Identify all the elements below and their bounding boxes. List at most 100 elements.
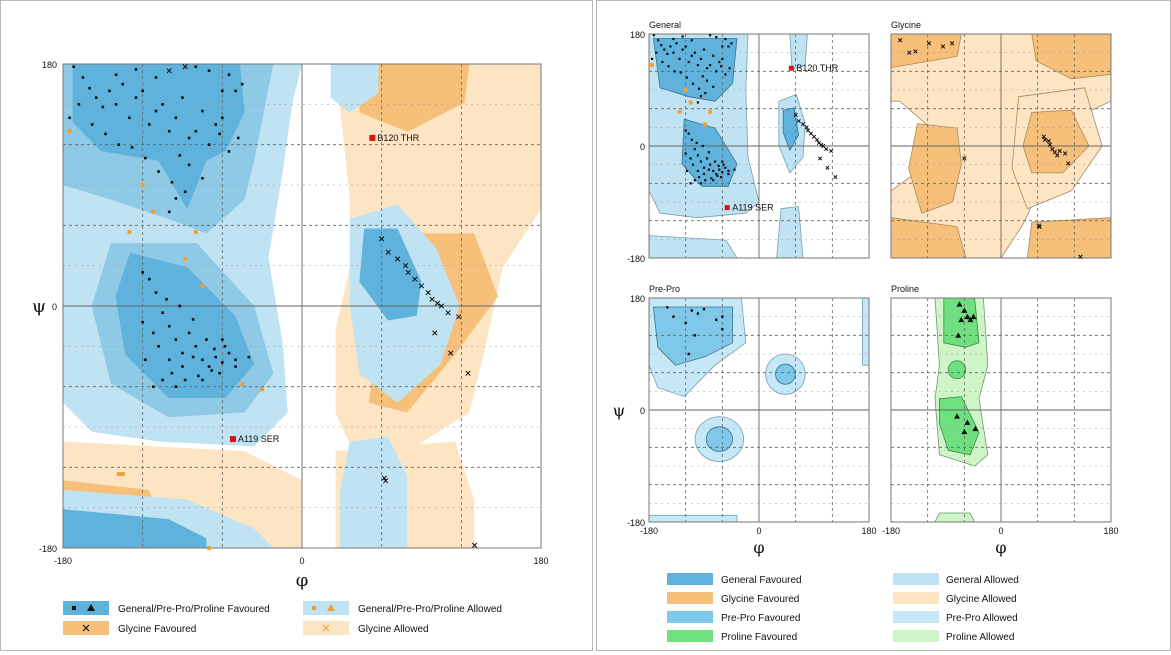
data-point-general — [223, 345, 227, 348]
data-point-allowed — [207, 546, 212, 550]
data-point-general — [721, 45, 724, 48]
data-point-general — [183, 378, 187, 382]
data-point-general — [715, 70, 718, 73]
data-point-allowed — [260, 387, 265, 392]
data-point-glycine — [166, 68, 172, 74]
general-favoured-region-bottom — [63, 509, 207, 548]
data-point-general — [154, 76, 158, 79]
data-point-general — [721, 57, 724, 60]
data-point-proline — [961, 307, 968, 313]
data-point-general — [218, 132, 221, 136]
data-point-general — [221, 116, 224, 120]
data-point-general — [181, 351, 184, 355]
data-point-general — [696, 312, 700, 315]
data-point-general — [702, 48, 706, 51]
data-point-general — [141, 89, 144, 93]
x-tick-label: 0 — [299, 556, 304, 566]
y-axis-label: ψ — [32, 296, 46, 317]
prepro-subplot-title: Pre-Pro — [649, 284, 680, 294]
data-point-general — [213, 347, 216, 351]
data-point-general — [698, 87, 701, 90]
data-point-proline — [964, 313, 971, 320]
data-point-general — [72, 65, 75, 68]
data-point-general — [718, 168, 721, 171]
data-point-general — [660, 44, 663, 47]
data-point-general — [727, 172, 730, 176]
legend-swatch-favoured — [667, 630, 713, 642]
data-point-general — [234, 365, 237, 368]
data-point-general — [695, 141, 698, 144]
data-point-general — [707, 168, 710, 171]
data-point-glycine — [1037, 224, 1042, 230]
data-point-allowed — [650, 63, 655, 68]
data-point-allowed — [683, 88, 688, 92]
data-point-general — [696, 101, 699, 104]
prepro-subplot-group — [648, 297, 870, 523]
outlier-marker — [369, 134, 376, 141]
data-point-glycine — [829, 148, 834, 154]
data-point-allowed — [240, 381, 245, 386]
data-point-general — [187, 136, 191, 140]
data-point-proline — [958, 316, 965, 323]
legend-swatch-favoured — [667, 573, 713, 585]
data-point-general — [194, 345, 198, 348]
data-point-allowed — [127, 230, 132, 235]
data-point-general — [691, 82, 695, 85]
data-point-general — [721, 327, 724, 331]
data-point-general — [730, 42, 733, 45]
data-point-glycine — [1042, 137, 1048, 142]
y-tick-label: 0 — [52, 302, 57, 312]
data-point-general — [712, 179, 715, 182]
data-point-general — [672, 37, 675, 41]
data-point-glycine — [432, 330, 438, 336]
data-point-general — [191, 355, 195, 359]
data-point-allowed — [703, 122, 708, 127]
data-point-general — [210, 369, 214, 372]
data-point-general — [174, 385, 178, 388]
legend-swatch-favoured — [667, 611, 713, 623]
legend-label-favoured: General Favoured — [721, 575, 802, 586]
data-point-glycine — [1055, 153, 1060, 158]
data-point-general — [141, 271, 144, 274]
data-point-glycine — [804, 125, 809, 130]
data-point-glycine — [940, 44, 946, 49]
data-point-general — [130, 146, 134, 149]
data-point-allowed — [120, 472, 125, 477]
data-point-glycine — [405, 269, 411, 276]
data-point-general — [727, 45, 730, 48]
data-point-glycine — [926, 41, 932, 46]
legend-label-allowed: Pre-Pro Allowed — [946, 613, 1018, 624]
data-point-proline — [955, 332, 962, 338]
data-point-general — [114, 103, 118, 106]
data-point-general — [690, 309, 693, 312]
data-point-general — [733, 168, 736, 171]
data-point-general — [154, 109, 158, 113]
data-point-general — [117, 143, 121, 146]
data-point-general — [672, 51, 675, 54]
data-point-general — [712, 54, 715, 57]
general-favoured-region — [72, 64, 245, 210]
combined-plot-group: B120 THR A119 SER — [62, 63, 542, 550]
left-ramachandran-plot: B120 THR A119 SER 180 0 -180 -180 0 180 ψ φ Genera… — [32, 60, 549, 635]
data-point-general — [701, 75, 704, 78]
data-point-general — [214, 123, 217, 126]
data-point-general — [144, 156, 147, 160]
y-tick-label: 0 — [640, 142, 645, 152]
y-axis-label: ψ — [613, 401, 626, 420]
data-point-general — [167, 358, 171, 362]
data-point-general — [698, 176, 701, 179]
data-point-general — [699, 95, 703, 98]
data-point-general — [687, 60, 690, 64]
data-point-general — [721, 171, 724, 174]
proline-subplot-group — [890, 297, 1112, 523]
x-tick-label: 180 — [533, 556, 548, 566]
data-point-general — [669, 45, 672, 48]
data-point-general — [715, 318, 718, 321]
data-point-general — [187, 163, 191, 167]
data-point-glycine — [412, 276, 418, 282]
data-point-general — [696, 64, 699, 67]
y-tick-label: 0 — [640, 406, 645, 416]
data-point-general — [684, 321, 687, 325]
general-favoured-region-lower — [115, 252, 255, 398]
data-point-general — [108, 89, 111, 93]
